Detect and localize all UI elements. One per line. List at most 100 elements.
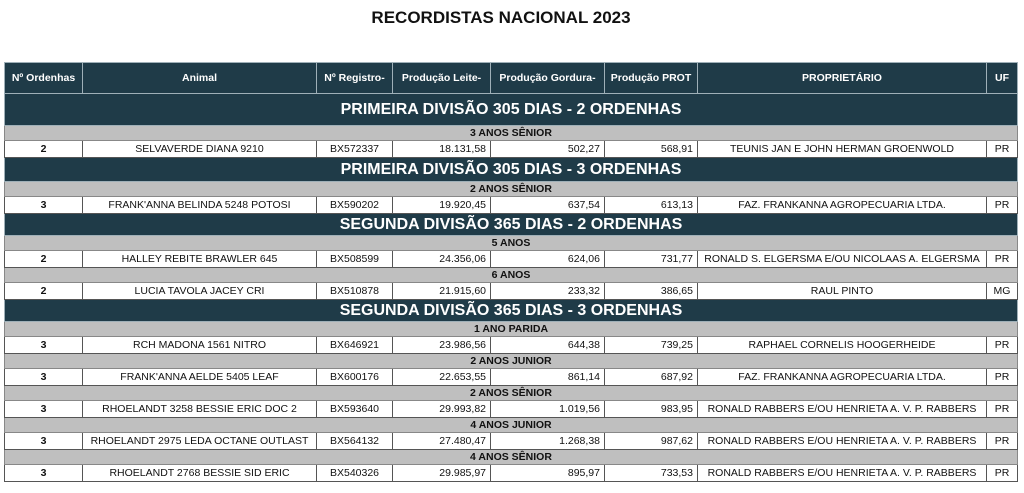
- record-cell: FRANK'ANNA AELDE 5405 LEAF: [82, 368, 317, 386]
- category-row: 2 ANOS SÊNIOR: [4, 181, 1018, 197]
- record-cell: 21.915,60: [392, 282, 491, 300]
- record-cell: 3: [4, 196, 83, 214]
- header-row: Nº Ordenhas Animal Nº Registro- Produção Le…: [4, 62, 1018, 94]
- record-cell: 983,95: [604, 400, 698, 418]
- record-cell: BX572337: [316, 140, 393, 158]
- column-header: Nº Registro-: [316, 62, 393, 94]
- record-cell: 895,97: [490, 464, 605, 482]
- record-cell: 18.131,58: [392, 140, 491, 158]
- category-label: 2 ANOS JUNIOR: [4, 353, 1018, 369]
- division-row: PRIMEIRA DIVISÃO 305 DIAS - 2 ORDENHAS: [4, 93, 1018, 126]
- record-cell: PR: [986, 336, 1018, 354]
- record-cell: 3: [4, 464, 83, 482]
- record-cell: RAPHAEL CORNELIS HOOGERHEIDE: [697, 336, 987, 354]
- record-cell: 23.986,56: [392, 336, 491, 354]
- record-cell: RONALD RABBERS E/OU HENRIETA A. V. P. RA…: [697, 464, 987, 482]
- record-cell: PR: [986, 250, 1018, 268]
- record-row: 2 HALLEY REBITE BRAWLER 645 BX508599 24.356…: [4, 250, 1018, 268]
- record-row: 3 RHOELANDT 2975 LEDA OCTANE OUTLAST BX564…: [4, 432, 1018, 450]
- category-label: 5 ANOS: [4, 235, 1018, 251]
- record-cell: 613,13: [604, 196, 698, 214]
- column-header: Produção PROT: [604, 62, 698, 94]
- record-row: 3 RCH MADONA 1561 NITRO BX646921 23.986,56 6…: [4, 336, 1018, 354]
- category-row: 4 ANOS SÊNIOR: [4, 449, 1018, 465]
- record-row: 3 FRANK'ANNA BELINDA 5248 POTOSI BX590202 1…: [4, 196, 1018, 214]
- record-cell: RONALD RABBERS E/OU HENRIETA A. V. P. RA…: [697, 432, 987, 450]
- division-row: SEGUNDA DIVISÃO 365 DIAS - 2 ORDENHAS: [4, 213, 1018, 236]
- category-row: 4 ANOS JUNIOR: [4, 417, 1018, 433]
- column-header: Nº Ordenhas: [4, 62, 83, 94]
- category-row: 3 ANOS SÊNIOR: [4, 125, 1018, 141]
- record-cell: 233,32: [490, 282, 605, 300]
- record-cell: 731,77: [604, 250, 698, 268]
- division-title: SEGUNDA DIVISÃO 365 DIAS - 2 ORDENHAS: [4, 213, 1018, 236]
- record-cell: 568,91: [604, 140, 698, 158]
- column-header: PROPRIETÁRIO: [697, 62, 987, 94]
- category-label: 6 ANOS: [4, 267, 1018, 283]
- record-cell: 3: [4, 432, 83, 450]
- category-label: 4 ANOS SÊNIOR: [4, 449, 1018, 465]
- record-cell: PR: [986, 196, 1018, 214]
- record-cell: 29.993,82: [392, 400, 491, 418]
- record-cell: 739,25: [604, 336, 698, 354]
- column-header: Produção Leite-: [392, 62, 491, 94]
- record-cell: HALLEY REBITE BRAWLER 645: [82, 250, 317, 268]
- record-cell: BX508599: [316, 250, 393, 268]
- record-cell: BX590202: [316, 196, 393, 214]
- record-cell: 733,53: [604, 464, 698, 482]
- category-row: 6 ANOS: [4, 267, 1018, 283]
- page-title: RECORDISTAS NACIONAL 2023: [371, 8, 631, 27]
- record-cell: 3: [4, 368, 83, 386]
- category-label: 3 ANOS SÊNIOR: [4, 125, 1018, 141]
- record-row: 3 FRANK'ANNA AELDE 5405 LEAF BX600176 22.65…: [4, 368, 1018, 386]
- record-cell: RAUL PINTO: [697, 282, 987, 300]
- record-row: 3 RHOELANDT 3258 BESSIE ERIC DOC 2 BX59364…: [4, 400, 1018, 418]
- record-cell: FAZ. FRANKANNA AGROPECUARIA LTDA.: [697, 196, 987, 214]
- record-cell: 1.019,56: [490, 400, 605, 418]
- record-cell: 502,27: [490, 140, 605, 158]
- record-cell: PR: [986, 432, 1018, 450]
- category-label: 1 ANO PARIDA: [4, 321, 1018, 337]
- record-cell: FAZ. FRANKANNA AGROPECUARIA LTDA.: [697, 368, 987, 386]
- table-body: PRIMEIRA DIVISÃO 305 DIAS - 2 ORDENHAS 3 …: [4, 93, 1018, 482]
- division-title: SEGUNDA DIVISÃO 365 DIAS - 3 ORDENHAS: [4, 299, 1018, 322]
- category-label: 2 ANOS SÊNIOR: [4, 385, 1018, 401]
- record-cell: RHOELANDT 2768 BESSIE SID ERIC: [82, 464, 317, 482]
- record-cell: 637,54: [490, 196, 605, 214]
- column-header: Animal: [82, 62, 317, 94]
- record-cell: 3: [4, 400, 83, 418]
- record-row: 2 LUCIA TAVOLA JACEY CRI BX510878 21.915,60…: [4, 282, 1018, 300]
- record-cell: FRANK'ANNA BELINDA 5248 POTOSI: [82, 196, 317, 214]
- record-row: 3 RHOELANDT 2768 BESSIE SID ERIC BX540326 2…: [4, 464, 1018, 482]
- record-cell: 29.985,97: [392, 464, 491, 482]
- record-cell: PR: [986, 400, 1018, 418]
- records-table: Nº Ordenhas Animal Nº Registro- Produção Le…: [4, 62, 1018, 482]
- record-cell: RONALD S. ELGERSMA E/OU NICOLAAS A. ELGE…: [697, 250, 987, 268]
- record-cell: BX564132: [316, 432, 393, 450]
- division-row: SEGUNDA DIVISÃO 365 DIAS - 3 ORDENHAS: [4, 299, 1018, 322]
- category-label: 2 ANOS SÊNIOR: [4, 181, 1018, 197]
- record-cell: 861,14: [490, 368, 605, 386]
- record-cell: 2: [4, 282, 83, 300]
- record-cell: 987,62: [604, 432, 698, 450]
- category-row: 5 ANOS: [4, 235, 1018, 251]
- record-cell: RHOELANDT 2975 LEDA OCTANE OUTLAST: [82, 432, 317, 450]
- record-cell: 27.480,47: [392, 432, 491, 450]
- record-cell: MG: [986, 282, 1018, 300]
- record-cell: 19.920,45: [392, 196, 491, 214]
- column-header: Produção Gordura-: [490, 62, 605, 94]
- record-cell: RHOELANDT 3258 BESSIE ERIC DOC 2: [82, 400, 317, 418]
- column-header: UF: [986, 62, 1018, 94]
- division-title: PRIMEIRA DIVISÃO 305 DIAS - 3 ORDENHAS: [4, 157, 1018, 182]
- record-cell: 687,92: [604, 368, 698, 386]
- category-row: 2 ANOS SÊNIOR: [4, 385, 1018, 401]
- record-cell: 386,65: [604, 282, 698, 300]
- record-cell: TEUNIS JAN E JOHN HERMAN GROENWOLD: [697, 140, 987, 158]
- record-cell: BX600176: [316, 368, 393, 386]
- record-cell: RCH MADONA 1561 NITRO: [82, 336, 317, 354]
- category-row: 2 ANOS JUNIOR: [4, 353, 1018, 369]
- record-cell: PR: [986, 140, 1018, 158]
- record-cell: RONALD RABBERS E/OU HENRIETA A. V. P. RA…: [697, 400, 987, 418]
- record-cell: BX593640: [316, 400, 393, 418]
